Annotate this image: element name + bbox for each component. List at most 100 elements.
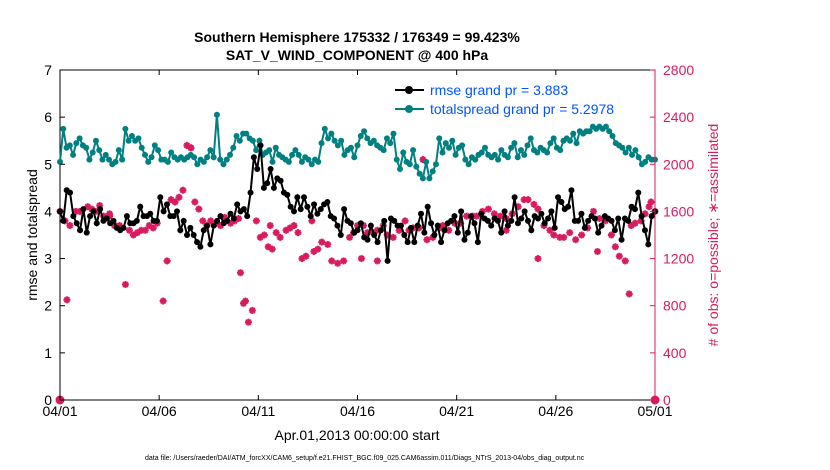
totalspread-point <box>465 161 472 168</box>
obs-assimilated-point <box>621 257 629 265</box>
rmse-point <box>314 210 321 217</box>
x-axis-label: Apr.01,2013 00:00:00 start <box>274 427 439 443</box>
totalspread-point <box>272 144 279 151</box>
series-layer <box>57 111 658 264</box>
rmse-point <box>414 222 421 229</box>
obs-assimilated-point <box>334 259 342 267</box>
totalspread-point <box>570 130 577 137</box>
rmse-point <box>60 217 67 224</box>
obs-assimilated-point <box>550 231 558 239</box>
rmse-point <box>508 217 515 224</box>
totalspread-point <box>534 149 541 156</box>
totalspread-point <box>459 142 466 149</box>
totalspread-point <box>357 133 364 139</box>
rmse-point <box>267 166 274 172</box>
obs-assimilated-point <box>578 231 586 239</box>
rmse-point <box>411 239 418 246</box>
obs-assimilated-point <box>641 210 649 218</box>
totalspread-point <box>155 147 162 154</box>
obs-assimilated-point <box>473 212 480 220</box>
y-right-tick-label: 2000 <box>663 156 694 172</box>
totalspread-point <box>102 151 109 158</box>
obs-assimilated-point <box>290 222 298 230</box>
obs-assimilated-point <box>647 198 655 206</box>
obs-assimilated-point <box>445 226 453 234</box>
rmse-point <box>538 210 545 217</box>
obs-assimilated-point <box>389 233 397 241</box>
obs-assimilated-point <box>607 231 615 239</box>
totalspread-point <box>410 147 417 154</box>
obs-assimilated-point <box>159 297 167 305</box>
x-tick-label: 04/16 <box>340 403 375 419</box>
rmse-point <box>451 213 458 220</box>
totalspread-point <box>602 123 609 130</box>
rmse-point <box>498 229 505 236</box>
rmse-point <box>324 199 331 205</box>
rmse-point <box>240 206 247 213</box>
totalspread-point <box>305 156 312 163</box>
chart-title-line2: SAT_V_WIND_COMPONENT @ 400 hPa <box>226 47 489 63</box>
totalspread-point <box>508 144 515 151</box>
rmse-point <box>364 236 371 243</box>
totalspread-point <box>213 111 220 118</box>
y-left-tick-label: 5 <box>44 156 52 172</box>
totalspread-point <box>96 147 103 154</box>
totalspread-point <box>619 144 626 151</box>
obs-assimilated-point <box>496 212 504 220</box>
totalspread-point <box>292 147 299 154</box>
rmse-point <box>598 222 605 229</box>
rmse-point <box>294 194 301 201</box>
rmse-point <box>250 154 257 161</box>
rmse-point <box>270 184 277 191</box>
totalspread-point <box>210 154 217 161</box>
totalspread-point <box>341 151 348 158</box>
rmse-point <box>504 222 511 229</box>
totalspread-point <box>442 140 449 147</box>
totalspread-point <box>370 137 377 144</box>
rmse-point <box>194 239 201 246</box>
rmse-point <box>227 210 234 217</box>
x-tick-label: 04/06 <box>142 403 177 419</box>
rmse-point <box>518 215 525 222</box>
totalspread-point <box>504 154 511 161</box>
obs-assimilated-point <box>241 297 249 305</box>
rmse-point <box>424 203 431 210</box>
y-right-tick-label: 2800 <box>663 62 694 78</box>
totalspread-point <box>380 147 387 154</box>
rmse-point <box>80 206 87 213</box>
rmse-point <box>311 201 318 208</box>
x-tick-label: 04/11 <box>241 403 275 419</box>
rmse-point <box>170 213 177 220</box>
rmse-point <box>207 241 214 248</box>
totalspread-point <box>511 140 518 147</box>
obs-assimilated-point <box>175 193 183 201</box>
totalspread-point <box>436 135 443 142</box>
rmse-point <box>297 206 304 213</box>
rmse-point <box>458 208 465 215</box>
rmse-point <box>337 232 344 238</box>
rmse-point <box>581 224 588 231</box>
y-axis-label-right: # of obs: o=possible; ∗=assimilated <box>705 124 721 347</box>
rmse-point <box>575 217 582 224</box>
obs-assimilated-point <box>66 222 74 230</box>
obs-assimilated-point <box>625 290 633 298</box>
y-axis-label-left: rmse and totalspread <box>24 169 40 301</box>
rmse-point <box>210 222 217 229</box>
rmse-point <box>565 203 572 210</box>
obs-assimilated-point <box>611 243 619 251</box>
rmse-point <box>177 227 184 234</box>
rmse-point <box>488 222 495 229</box>
totalspread-point <box>406 161 413 168</box>
rmse-point <box>147 210 154 217</box>
totalspread-point <box>557 147 564 154</box>
rmse-point <box>528 227 535 234</box>
totalspread-point <box>472 156 479 163</box>
totalspread-point <box>478 149 485 156</box>
totalspread-point <box>498 147 505 154</box>
totalspread-point <box>462 156 469 163</box>
obs-assimilated-point <box>534 205 542 213</box>
totalspread-point <box>99 156 106 163</box>
obs-assimilated-point <box>328 257 336 265</box>
totalspread-point <box>567 137 573 144</box>
